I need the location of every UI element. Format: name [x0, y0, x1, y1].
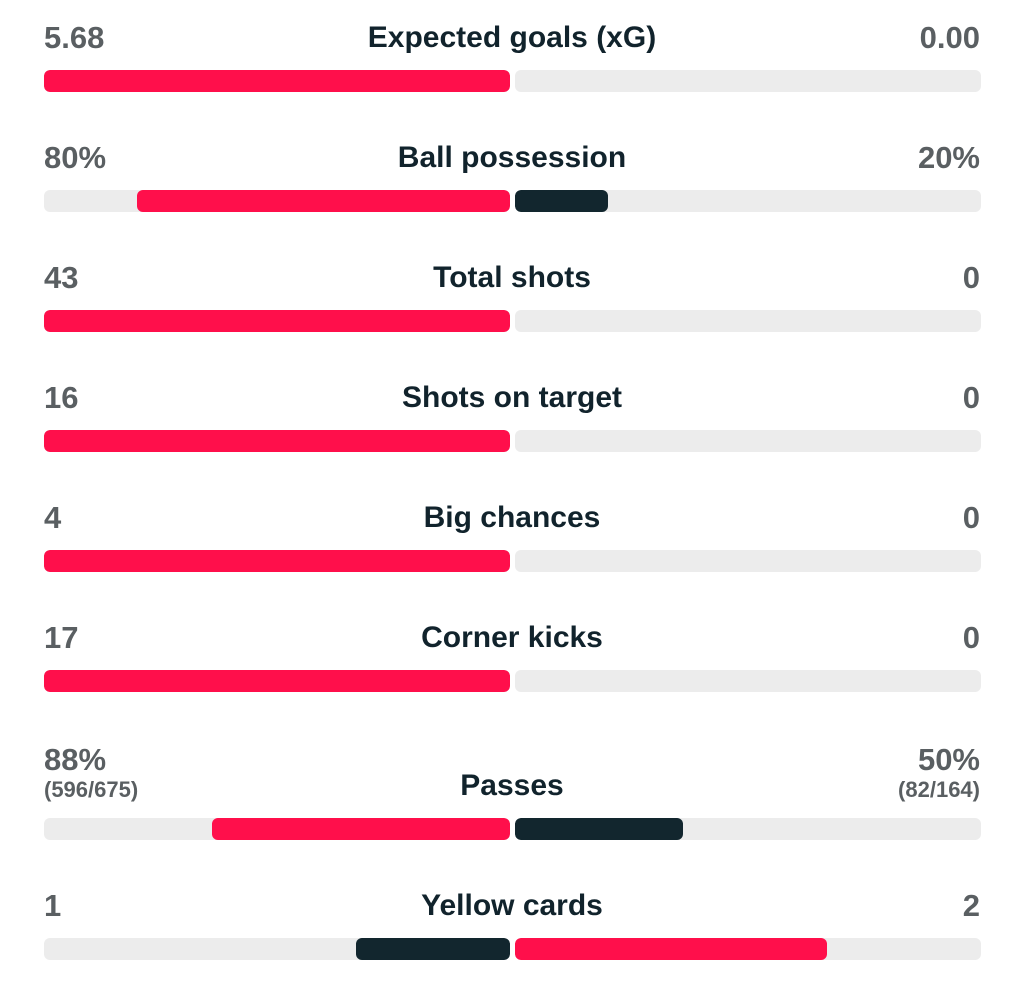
stat-label: Yellow cards — [421, 889, 603, 922]
away-value: 0 — [962, 620, 980, 655]
stat-row-ball-possession: 80% Ball possession 20% — [44, 138, 981, 214]
stat-row-shots-on-target: 16 Shots on target 0 — [44, 378, 981, 454]
home-bar-track — [44, 310, 510, 332]
away-bar-track — [515, 670, 981, 692]
home-bar-fill — [44, 550, 510, 572]
stat-row-yellow-cards: 1 Yellow cards 2 — [44, 886, 981, 962]
away-value: 20% — [917, 140, 980, 175]
away-value: 0 — [962, 260, 980, 295]
away-bar-track — [515, 70, 981, 92]
stat-label: Big chances — [423, 501, 601, 534]
home-value: 16 — [44, 380, 79, 415]
home-bar-fill — [44, 430, 510, 452]
stat-label: Total shots — [433, 261, 591, 294]
away-bar-track — [515, 550, 981, 572]
home-value: 1 — [44, 888, 62, 923]
home-bar-track — [44, 938, 510, 960]
home-value: 4 — [44, 500, 62, 535]
home-bar-track — [44, 818, 510, 840]
away-value: 50% — [917, 742, 980, 777]
home-value: 43 — [44, 260, 79, 295]
home-sub-value: (596/675) — [44, 777, 139, 802]
away-bar-track — [515, 938, 981, 960]
stat-row-expected-goals: 5.68 Expected goals (xG) 0.00 — [44, 18, 981, 94]
away-bar-fill — [515, 938, 828, 960]
away-value: 0 — [962, 500, 980, 535]
home-bar-track — [44, 430, 510, 452]
home-bar-track — [44, 70, 510, 92]
home-bar-fill — [356, 938, 510, 960]
home-bar-fill — [211, 818, 510, 840]
away-bar-fill — [515, 818, 683, 840]
home-bar-track — [44, 670, 510, 692]
stat-label: Expected goals (xG) — [367, 21, 657, 54]
stat-row-big-chances: 4 Big chances 0 — [44, 498, 981, 574]
home-value: 17 — [44, 620, 79, 655]
home-value: 5.68 — [44, 20, 105, 55]
away-value: 0 — [962, 380, 980, 415]
away-bar-track — [515, 310, 981, 332]
home-bar-track — [44, 550, 510, 572]
stat-row-total-shots: 43 Total shots 0 — [44, 258, 981, 334]
home-bar-fill — [44, 670, 510, 692]
home-bar-track — [44, 190, 510, 212]
home-bar-fill — [137, 190, 510, 212]
stat-label: Ball possession — [397, 141, 627, 174]
home-value: 80% — [44, 140, 107, 175]
away-value: 0.00 — [919, 20, 980, 55]
home-bar-fill — [44, 310, 510, 332]
home-value: 88% — [44, 742, 107, 777]
stat-row-passes: 88% (596/675) Passes 50% (82/164) — [44, 740, 981, 842]
away-bar-fill — [515, 190, 609, 212]
stat-label: Passes — [460, 769, 564, 802]
away-value: 2 — [962, 888, 980, 923]
match-statistics: 5.68 Expected goals (xG) 0.00 80% Ball p… — [44, 0, 981, 982]
stat-row-corner-kicks: 17 Corner kicks 0 — [44, 618, 981, 694]
stat-label: Corner kicks — [421, 621, 603, 654]
stat-label: Shots on target — [401, 381, 622, 414]
away-sub-value: (82/164) — [898, 777, 980, 802]
away-bar-track — [515, 190, 981, 212]
home-bar-fill — [44, 70, 510, 92]
away-bar-track — [515, 430, 981, 452]
away-bar-track — [515, 818, 981, 840]
